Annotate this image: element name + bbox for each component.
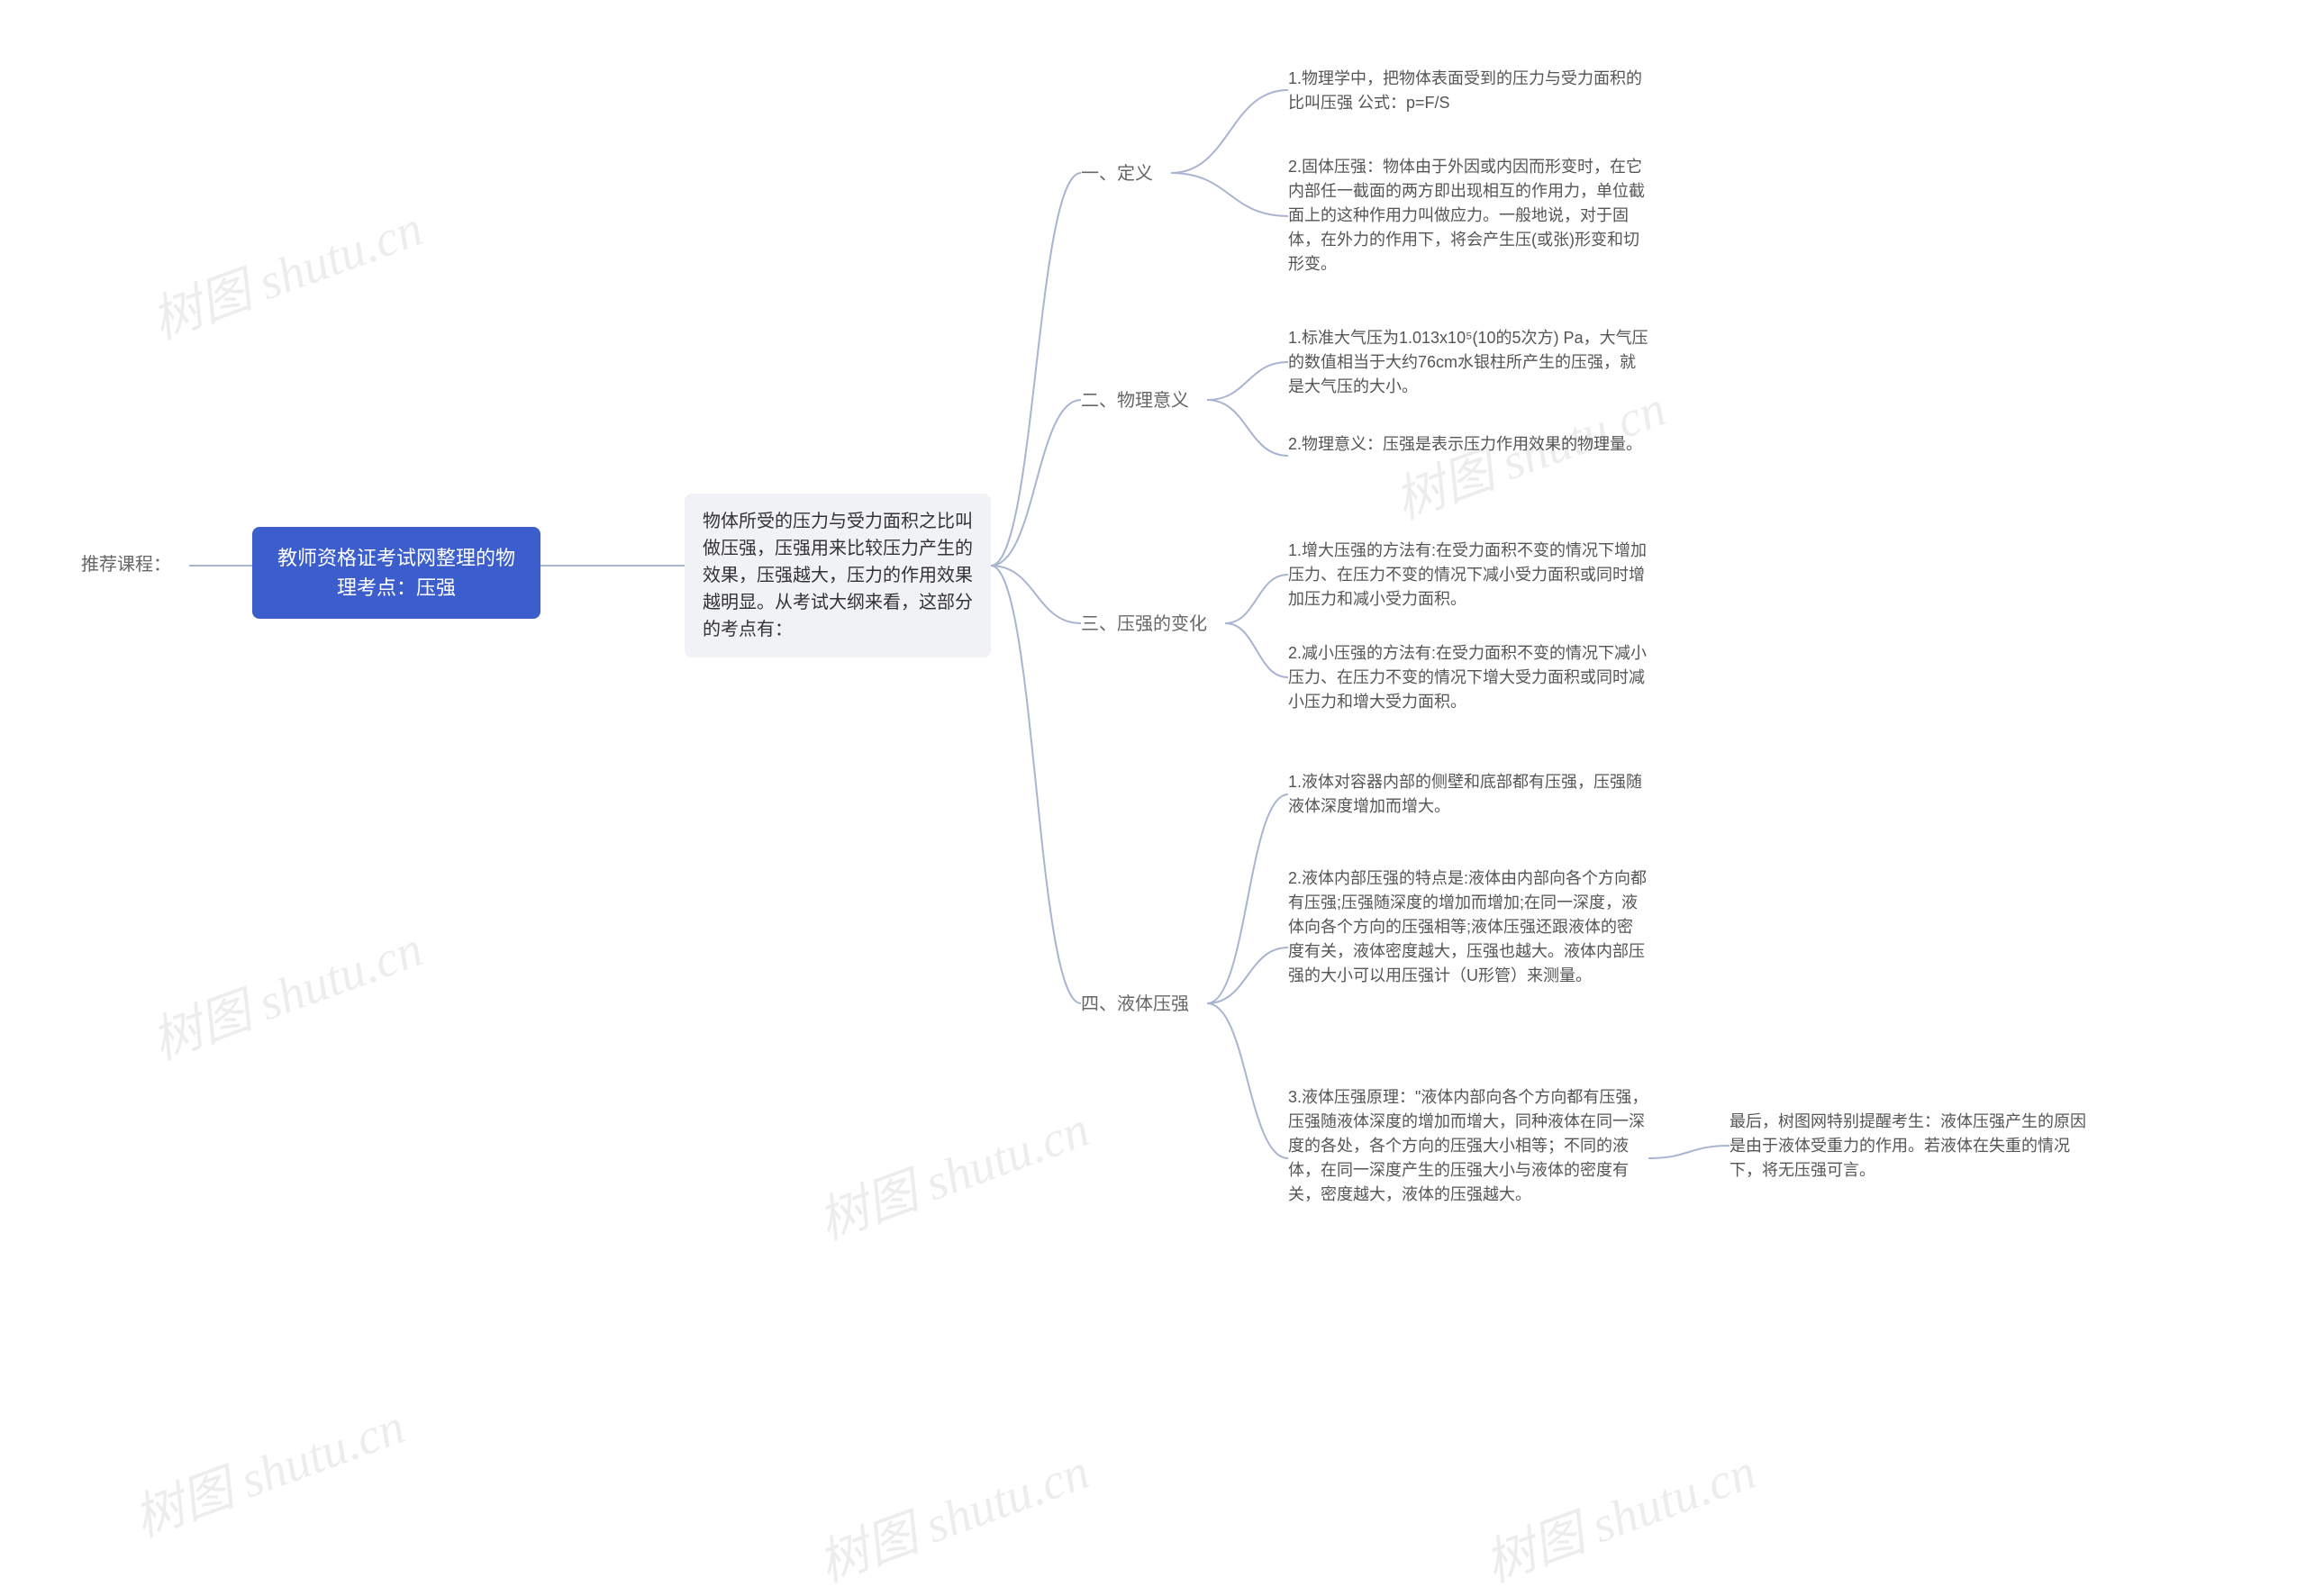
leaf-3-1: 1.增大压强的方法有:在受力面积不变的情况下增加压力、在压力不变的情况下减小受力… [1288, 539, 1648, 612]
leaf-4-3: 3.液体压强原理："液体内部向各个方向都有压强，压强随液体深度的增加而增大，同种… [1288, 1085, 1648, 1207]
leaf-4-1-text: 1.液体对容器内部的侧壁和底部都有压强，压强随液体深度增加而增大。 [1288, 773, 1642, 815]
leaf-4-3-text: 3.液体压强原理："液体内部向各个方向都有压强，压强随液体深度的增加而增大，同种… [1288, 1088, 1648, 1203]
leaf-1-2-text: 2.固体压强：物体由于外因或内因而形变时，在它内部任一截面的两方即出现相互的作用… [1288, 158, 1645, 273]
section-1-text: 一、定义 [1081, 164, 1153, 184]
watermark-text: 树图 shutu.cn [141, 909, 431, 1075]
section-4-text: 四、液体压强 [1081, 994, 1189, 1014]
center-text: 物体所受的压力与受力面积之比叫做压强，压强用来比较压力产生的效果，压强越大，压力… [703, 512, 973, 639]
leaf-1-2: 2.固体压强：物体由于外因或内因而形变时，在它内部任一截面的两方即出现相互的作用… [1288, 155, 1648, 277]
tail-text: 最后，树图网特别提醒考生：液体压强产生的原因是由于液体受重力的作用。若液体在失重… [1730, 1112, 2086, 1179]
leaf-4-1: 1.液体对容器内部的侧壁和底部都有压强，压强随液体深度增加而增大。 [1288, 770, 1648, 819]
leaf-3-1-text: 1.增大压强的方法有:在受力面积不变的情况下增加压力、在压力不变的情况下减小受力… [1288, 541, 1647, 608]
leaf-1-1: 1.物理学中，把物体表面受到的压力与受力面积的比叫压强 公式：p=F/S [1288, 67, 1648, 115]
leaf-2-2: 2.物理意义：压强是表示压力作用效果的物理量。 [1288, 432, 1648, 457]
root-node[interactable]: 教师资格证考试网整理的物理考点：压强 [252, 527, 540, 619]
section-3[interactable]: 三、压强的变化 [1081, 611, 1243, 638]
leaf-4-2: 2.液体内部压强的特点是:液体由内部向各个方向都有压强;压强随深度的增加而增加;… [1288, 866, 1648, 988]
connectors-layer [0, 0, 2306, 1488]
watermark-text: 树图 shutu.cn [123, 1386, 413, 1552]
leaf-3-2-text: 2.减小压强的方法有:在受力面积不变的情况下减小压力、在压力不变的情况下增大受力… [1288, 644, 1647, 711]
pre-root-node: 推荐课程： [81, 551, 189, 578]
section-3-text: 三、压强的变化 [1081, 614, 1207, 634]
leaf-2-2-text: 2.物理意义：压强是表示压力作用效果的物理量。 [1288, 435, 1642, 453]
section-4[interactable]: 四、液体压强 [1081, 991, 1225, 1018]
center-node[interactable]: 物体所受的压力与受力面积之比叫做压强，压强用来比较压力产生的效果，压强越大，压力… [685, 494, 991, 657]
leaf-2-1-text: 1.标准大气压为1.013x10⁵(10的5次方) Pa，大气压的数值相当于大约… [1288, 329, 1648, 395]
leaf-4-2-text: 2.液体内部压强的特点是:液体由内部向各个方向都有压强;压强随深度的增加而增加;… [1288, 869, 1647, 984]
watermark-text: 树图 shutu.cn [1474, 1431, 1765, 1596]
tail-node: 最后，树图网特别提醒考生：液体压强产生的原因是由于液体受重力的作用。若液体在失重… [1730, 1110, 2090, 1183]
leaf-1-1-text: 1.物理学中，把物体表面受到的压力与受力面积的比叫压强 公式：p=F/S [1288, 69, 1642, 112]
section-2[interactable]: 二、物理意义 [1081, 387, 1225, 414]
leaf-2-1: 1.标准大气压为1.013x10⁵(10的5次方) Pa，大气压的数值相当于大约… [1288, 326, 1648, 399]
watermark-text: 树图 shutu.cn [807, 1431, 1098, 1596]
mindmap-canvas: 推荐课程： 教师资格证考试网整理的物理考点：压强 物体所受的压力与受力面积之比叫… [0, 0, 2306, 1488]
watermark-text: 树图 shutu.cn [807, 1089, 1098, 1255]
section-2-text: 二、物理意义 [1081, 391, 1189, 411]
watermark-text: 树图 shutu.cn [141, 188, 431, 354]
section-1[interactable]: 一、定义 [1081, 160, 1189, 187]
leaf-3-2: 2.减小压强的方法有:在受力面积不变的情况下减小压力、在压力不变的情况下增大受力… [1288, 641, 1648, 714]
pre-root-text: 推荐课程： [81, 555, 171, 575]
root-text: 教师资格证考试网整理的物理考点：压强 [277, 547, 515, 599]
